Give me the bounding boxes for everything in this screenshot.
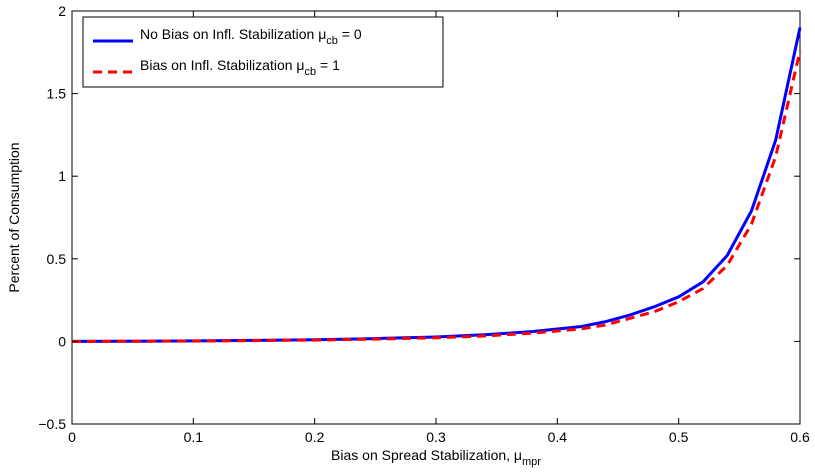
- legend: No Bias on Infl. Stabilization μcb = 0 Bi…: [82, 16, 444, 88]
- y-axis-label: Percent of Consumption: [6, 142, 22, 292]
- x-tick-label: 0.6: [790, 429, 810, 445]
- x-tick-label: 0.3: [426, 429, 446, 445]
- y-tick-label: 2: [58, 3, 66, 19]
- x-tick-label: 0: [68, 429, 76, 445]
- y-tick-label: 0: [58, 333, 66, 349]
- legend-label-1: Bias on Infl. Stabilization μcb = 1: [140, 57, 340, 78]
- x-tick-label: 0.4: [548, 429, 568, 445]
- y-tick-label: 1: [58, 168, 66, 184]
- x-tick-label: 0.2: [305, 429, 325, 445]
- y-tick-label: 0.5: [47, 251, 67, 267]
- x-tick-label: 0.1: [184, 429, 204, 445]
- series-layer: [71, 27, 802, 343]
- x-tick-label: 0.5: [669, 429, 689, 445]
- y-tick-label: −0.5: [38, 416, 66, 432]
- series-line-1: [71, 50, 802, 343]
- x-axis-label-main: Bias on Spread Stabilization, μ: [331, 447, 522, 463]
- y-tick-label: 1.5: [47, 86, 67, 102]
- x-axis-label-sub: mpr: [522, 456, 541, 468]
- x-axis-label: Bias on Spread Stabilization, μmpr: [331, 447, 541, 468]
- legend-label-0: No Bias on Infl. Stabilization μcb = 0: [140, 26, 362, 47]
- legend-box: [82, 16, 444, 88]
- ticks-layer: 0 0.1 0.2 0.3 0.4 0.5 0.6−0.500.511.52: [38, 3, 810, 445]
